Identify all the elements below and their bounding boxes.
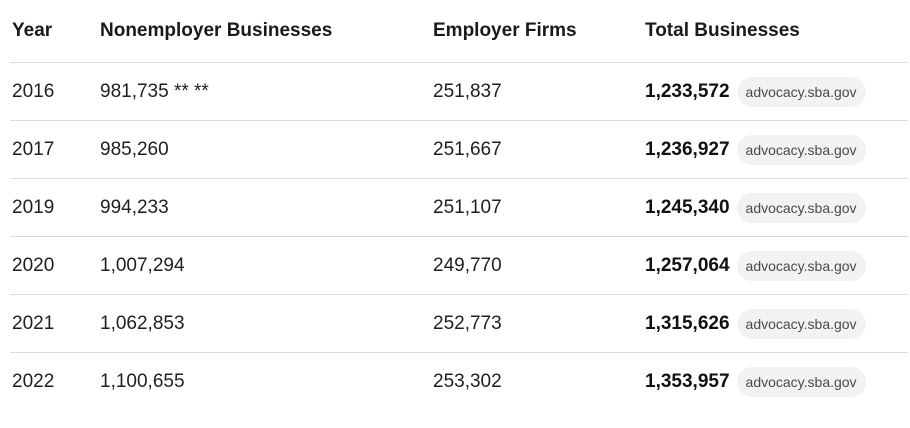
cell-employer: 253,302: [433, 371, 502, 392]
cell-employer: 251,837: [433, 80, 502, 102]
total-value: 1,233,572: [645, 80, 730, 102]
table-header-row: Year Nonemployer Businesses Employer Fir…: [10, 0, 908, 63]
table-row: 2017 985,260 251,667 1,236,927 advocacy.…: [10, 121, 908, 179]
cell-nonemployer: 981,735 ** **: [100, 80, 209, 102]
table-row: 2020 1,007,294 249,770 1,257,064 advocac…: [10, 237, 908, 295]
source-chip[interactable]: advocacy.sba.gov: [736, 250, 866, 281]
cell-nonemployer: 994,233: [100, 196, 169, 218]
cell-year: 2021: [12, 312, 55, 334]
cell-year: 2022: [12, 371, 55, 392]
source-chip[interactable]: advocacy.sba.gov: [736, 134, 866, 165]
total-value: 1,245,340: [645, 196, 730, 218]
cell-total: 1,236,927 advocacy.sba.gov: [645, 134, 866, 165]
source-chip[interactable]: advocacy.sba.gov: [736, 76, 866, 107]
total-value: 1,236,927: [645, 138, 730, 160]
cell-year: 2016: [12, 80, 55, 102]
cell-total: 1,245,340 advocacy.sba.gov: [645, 192, 866, 223]
table-row: 2016 981,735 ** ** 251,837 1,233,572 adv…: [10, 63, 908, 121]
cell-year: 2017: [12, 138, 55, 160]
table-row: 2022 1,100,655 253,302 1,353,957 advocac…: [10, 353, 908, 411]
cell-year: 2019: [12, 196, 55, 218]
source-chip[interactable]: advocacy.sba.gov: [736, 192, 866, 223]
cell-total: 1,353,957 advocacy.sba.gov: [645, 367, 866, 397]
cell-nonemployer: 985,260: [100, 138, 169, 160]
header-employer: Employer Firms: [433, 20, 577, 41]
business-counts-table: Year Nonemployer Businesses Employer Fir…: [10, 0, 908, 411]
header-total: Total Businesses: [645, 20, 800, 41]
total-value: 1,315,626: [645, 312, 730, 334]
cell-employer: 251,667: [433, 138, 502, 160]
cell-employer: 251,107: [433, 196, 502, 218]
cell-total: 1,233,572 advocacy.sba.gov: [645, 76, 866, 107]
source-chip[interactable]: advocacy.sba.gov: [736, 308, 866, 339]
cell-nonemployer: 1,007,294: [100, 254, 185, 276]
source-chip[interactable]: advocacy.sba.gov: [736, 367, 866, 397]
cell-total: 1,257,064 advocacy.sba.gov: [645, 250, 866, 281]
header-nonemployer: Nonemployer Businesses: [100, 20, 333, 41]
table-row: 2021 1,062,853 252,773 1,315,626 advocac…: [10, 295, 908, 353]
total-value: 1,257,064: [645, 254, 730, 276]
cell-nonemployer: 1,100,655: [100, 371, 185, 392]
cell-nonemployer: 1,062,853: [100, 312, 185, 334]
cell-employer: 252,773: [433, 312, 502, 334]
cell-employer: 249,770: [433, 254, 502, 276]
cell-year: 2020: [12, 254, 55, 276]
total-value: 1,353,957: [645, 371, 730, 392]
table-row: 2019 994,233 251,107 1,245,340 advocacy.…: [10, 179, 908, 237]
cell-total: 1,315,626 advocacy.sba.gov: [645, 308, 866, 339]
header-year: Year: [12, 20, 53, 41]
